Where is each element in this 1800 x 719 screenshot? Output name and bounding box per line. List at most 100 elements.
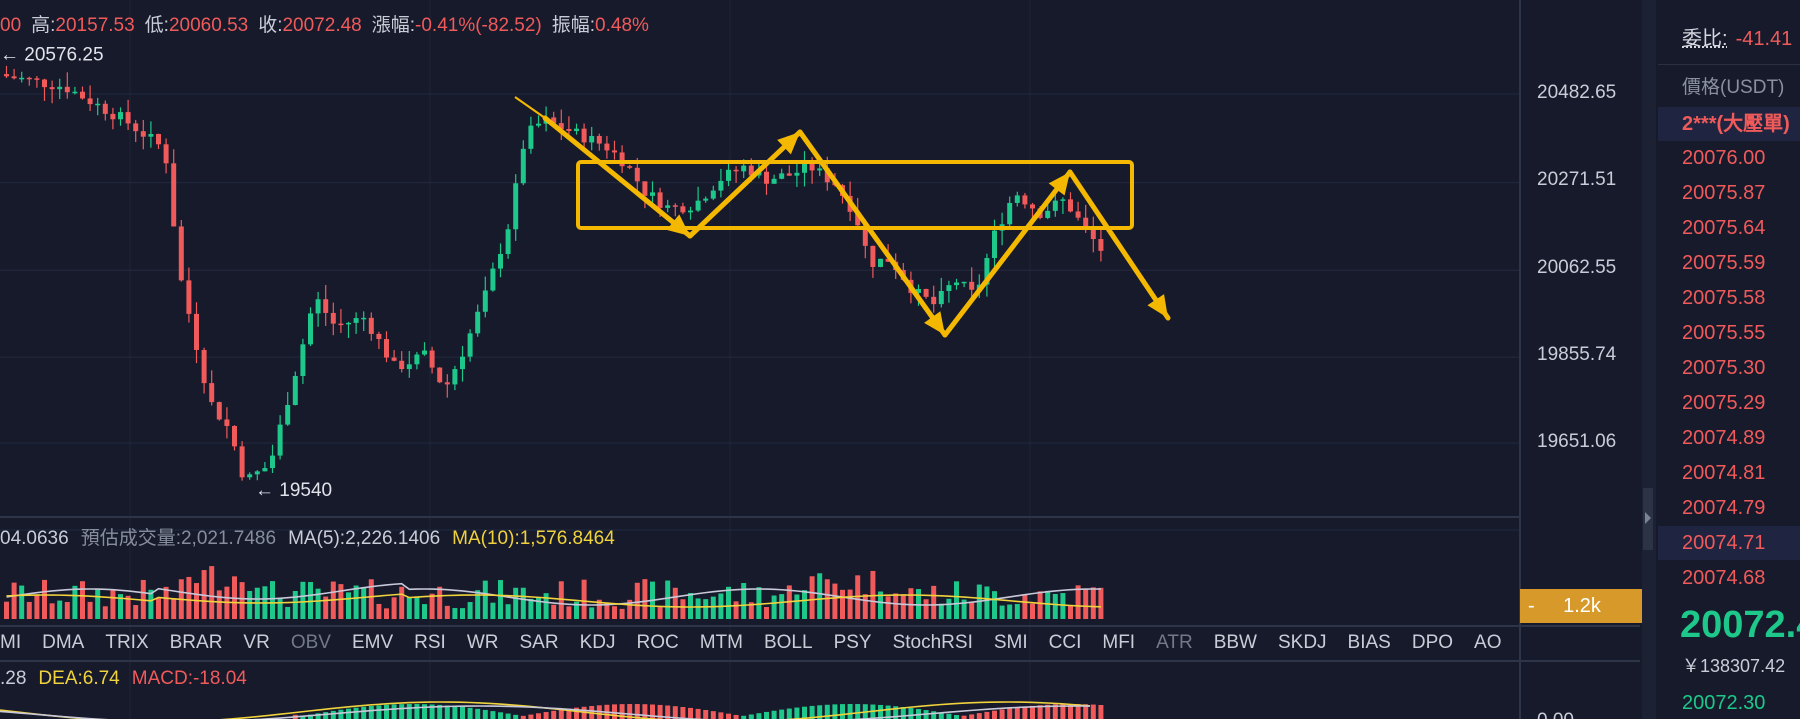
ask-row[interactable]: 20075.87 — [1682, 182, 1766, 204]
indicator-tab-trix[interactable]: TRIX — [105, 632, 149, 653]
candle-body — [323, 299, 329, 313]
candle-body — [361, 317, 367, 320]
order-ratio[interactable]: 委比: -41.41 — [1682, 22, 1792, 51]
volume-bar — [42, 579, 47, 619]
indicator-tab-wr[interactable]: WR — [466, 632, 499, 653]
indicator-tab-dpo[interactable]: DPO — [1411, 632, 1454, 653]
macd-bar — [1030, 705, 1035, 719]
macd-bar — [551, 710, 557, 719]
macd-bar — [885, 705, 891, 719]
volume-bar — [946, 598, 952, 619]
close-label: 收: — [258, 15, 283, 36]
ask-row[interactable]: 20075.55 — [1682, 322, 1766, 344]
candle-body — [406, 364, 412, 370]
indicator-tab-bbw[interactable]: BBW — [1213, 632, 1257, 653]
ask-row[interactable]: 20074.81 — [1682, 462, 1766, 484]
candle-body — [1030, 204, 1035, 209]
indicator-tab-sar[interactable]: SAR — [519, 632, 559, 653]
candle-body — [482, 290, 488, 312]
candle-body — [57, 86, 63, 90]
candle-body — [1083, 217, 1089, 228]
volume-tag-value: 1.2k — [1563, 595, 1601, 617]
bid-row[interactable]: 20072.30 — [1682, 692, 1766, 714]
volume-bar — [954, 581, 959, 619]
order-ratio-label: 委比: — [1682, 28, 1728, 50]
ask-row[interactable]: 20075.30 — [1682, 357, 1766, 379]
candle-body — [125, 112, 131, 124]
volume-bar — [703, 599, 709, 619]
candle-body — [794, 172, 800, 176]
candle-body — [992, 230, 997, 259]
indicator-tab-cci[interactable]: CCI — [1048, 632, 1082, 653]
indicator-tab-roc[interactable]: ROC — [636, 632, 679, 653]
macd-bar — [650, 704, 655, 719]
indicator-tab-dma[interactable]: DMA — [42, 632, 85, 653]
indicator-tab-ao[interactable]: AO — [1474, 632, 1502, 653]
candlestick-chart[interactable]: ← 20576.25 ← 19540 — [0, 0, 1640, 719]
volume-bar — [156, 598, 161, 619]
indicator-tab-smi[interactable]: SMI — [993, 632, 1028, 653]
candle-body — [634, 167, 640, 182]
indicator-tab-boll[interactable]: BOLL — [763, 632, 813, 653]
ask-row[interactable]: 20075.64 — [1682, 217, 1766, 239]
macd-bar — [634, 704, 640, 719]
big-sell-order-row[interactable]: 2***(大壓單) — [1658, 107, 1800, 141]
trend-arrow-shaft — [542, 115, 693, 239]
indicator-tab-vr[interactable]: VR — [243, 632, 270, 653]
indicator-tab-emv[interactable]: EMV — [351, 632, 394, 653]
indicator-tab-brar[interactable]: BRAR — [169, 632, 223, 653]
volume-bar — [984, 586, 990, 619]
indicator-tab-mfi[interactable]: MFI — [1102, 632, 1136, 653]
candle-body — [596, 135, 602, 144]
indicator-tab-rsi[interactable]: RSI — [414, 632, 446, 653]
candle-body — [1014, 195, 1020, 203]
macd-bar — [824, 704, 830, 719]
macd-bar — [308, 714, 313, 719]
volume-bar — [1030, 603, 1035, 619]
volume-bar — [916, 589, 921, 619]
indicator-tab-skdj[interactable]: SKDJ — [1277, 632, 1327, 653]
volume-bar — [399, 586, 405, 619]
volume-bar — [938, 603, 944, 619]
indicator-tab-mi[interactable]: MI — [0, 632, 22, 653]
indicator-tabs: MI DMA TRIX BRAR VR OBV EMV RSI WR SAR KDJ ROC MTM BO… — [0, 632, 1523, 658]
ask-row[interactable]: 20076.00 — [1682, 147, 1766, 169]
indicator-tab-stochrsi[interactable]: StochRSI — [892, 632, 973, 653]
volume-bar — [444, 605, 450, 619]
ask-row[interactable]: 20074.71 — [1658, 526, 1800, 560]
volume-bar — [672, 587, 678, 619]
candle-body — [285, 405, 291, 425]
volume-bar — [1045, 590, 1051, 619]
ask-row[interactable]: 20075.59 — [1682, 252, 1766, 274]
ask-row[interactable]: 20074.79 — [1682, 497, 1766, 519]
macd-histogram — [0, 701, 1104, 719]
ask-row[interactable]: 20075.29 — [1682, 392, 1766, 414]
ask-row[interactable]: 20074.89 — [1682, 427, 1766, 449]
indicator-tab-atr[interactable]: ATR — [1156, 632, 1193, 653]
ask-row[interactable]: 20075.58 — [1682, 287, 1766, 309]
price-axis-label-4: 19855.74 — [1537, 344, 1617, 365]
indicator-tab-bias[interactable]: BIAS — [1347, 632, 1391, 653]
volume-bar — [551, 604, 557, 619]
indicator-tab-obv[interactable]: OBV — [290, 632, 331, 653]
volume-bar — [353, 585, 359, 619]
collapse-panel-handle[interactable] — [1643, 488, 1653, 550]
volume-bar — [429, 593, 435, 619]
indicator-tab-psy[interactable]: PSY — [833, 632, 872, 653]
macd-dea: DEA:6.74 — [38, 668, 120, 689]
volume-bar — [688, 593, 693, 619]
macd-bar — [1090, 704, 1096, 719]
ask-row[interactable]: 20074.68 — [1682, 567, 1766, 589]
volume-bar — [110, 589, 116, 619]
chart-area[interactable]: ← 20576.25 ← 19540 00 高:20157.53 低:20060.53… — [0, 0, 1644, 719]
volume-bar — [862, 594, 868, 619]
volume-bar — [566, 606, 572, 619]
indicator-tab-mtm[interactable]: MTM — [699, 632, 743, 653]
low-value: 20060.53 — [168, 15, 249, 36]
volume-bar — [1068, 605, 1073, 619]
indicator-tab-kdj[interactable]: KDJ — [579, 632, 616, 653]
macd-bar — [300, 715, 306, 719]
candle-body — [885, 258, 891, 262]
candle-body — [194, 313, 199, 350]
candle-body — [346, 322, 351, 325]
